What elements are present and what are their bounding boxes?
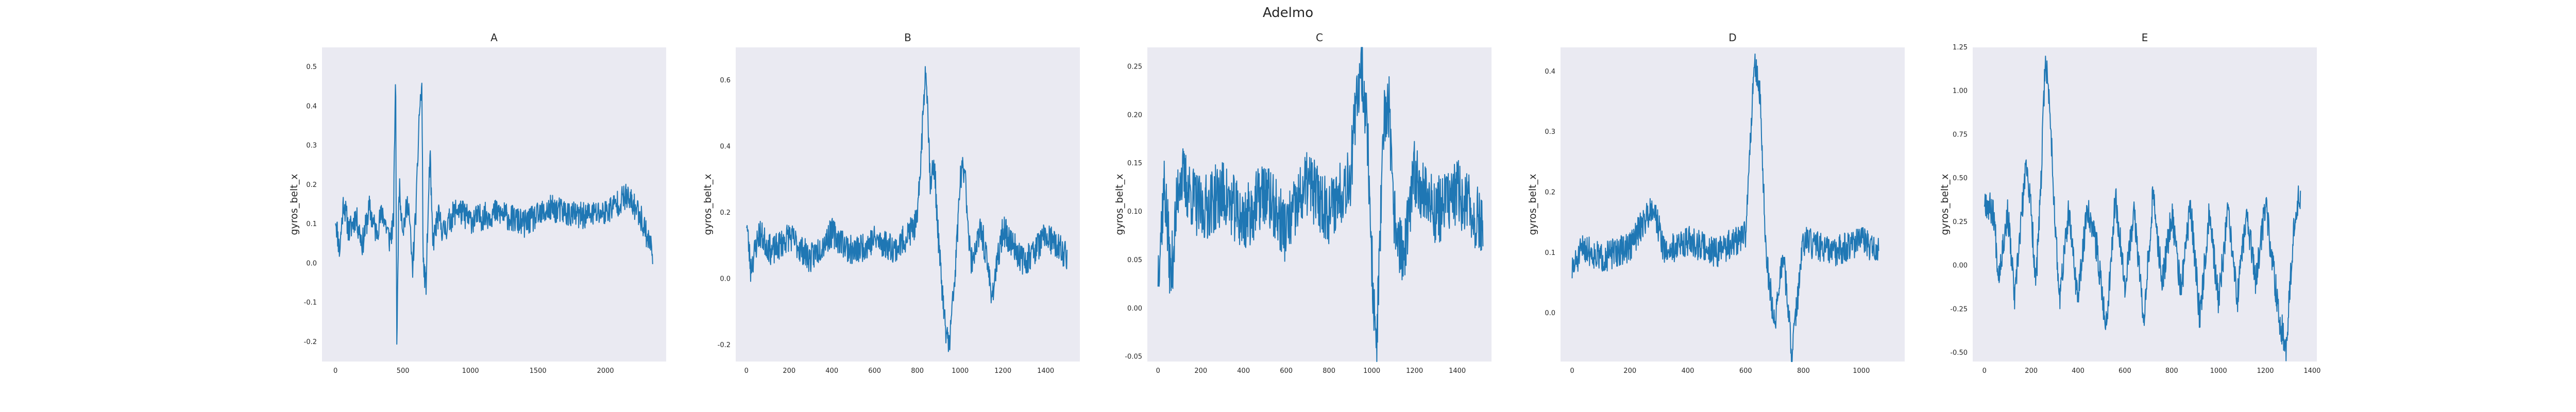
x-tick-label: 2000 — [597, 367, 614, 375]
y-tick-label: 0.20 — [1127, 111, 1142, 119]
y-tick-label: 0.3 — [306, 142, 317, 150]
x-tick-label: 600 — [1280, 367, 1293, 375]
y-tick-label: 0.05 — [1127, 256, 1142, 264]
y-tick-label: 0.4 — [720, 143, 731, 151]
series-line — [335, 82, 653, 345]
y-tick-label: 0.15 — [1127, 160, 1142, 167]
y-axis-label: gyros_belt_x — [1114, 174, 1125, 235]
y-tick-label: 0.75 — [1953, 131, 1968, 139]
y-axis-label: gyros_belt_x — [289, 174, 300, 235]
x-tick-label: 500 — [397, 367, 410, 375]
x-tick-label: 600 — [2119, 367, 2131, 375]
x-tick-label: 200 — [783, 367, 795, 375]
x-tick-label: 1400 — [2303, 367, 2320, 375]
y-tick-label: 0.1 — [1545, 249, 1555, 257]
y-tick-label: 0.00 — [1127, 305, 1142, 313]
y-tick-label: 0.00 — [1953, 262, 1968, 270]
plot-area — [736, 47, 1080, 362]
panel-title: A — [490, 31, 498, 44]
y-tick-label: 0.2 — [720, 209, 731, 217]
x-tick-label: 1000 — [462, 367, 479, 375]
x-tick-label: 0 — [1570, 367, 1574, 375]
series-line — [1984, 56, 2301, 362]
x-tick-label: 600 — [1739, 367, 1752, 375]
y-tick-label: 0.6 — [720, 77, 731, 84]
y-tick-label: 0.1 — [306, 220, 317, 228]
y-tick-label: -0.25 — [1950, 305, 1968, 313]
x-tick-label: 400 — [1682, 367, 1694, 375]
y-tick-label: -0.05 — [1125, 353, 1142, 361]
y-tick-label: -0.1 — [304, 299, 317, 307]
x-tick-label: 0 — [1982, 367, 1987, 375]
x-tick-label: 0 — [333, 367, 337, 375]
y-axis-label: gyros_belt_x — [702, 174, 714, 235]
x-tick-label: 1200 — [2257, 367, 2274, 375]
x-tick-label: 1500 — [530, 367, 547, 375]
y-tick-label: 0.0 — [720, 275, 731, 283]
x-tick-label: 400 — [825, 367, 838, 375]
x-tick-label: 1400 — [1037, 367, 1054, 375]
x-tick-label: 400 — [1237, 367, 1250, 375]
y-axis-label: gyros_belt_x — [1527, 174, 1538, 235]
x-tick-label: 800 — [2165, 367, 2178, 375]
y-tick-label: 0.0 — [306, 260, 317, 267]
y-tick-label: -0.2 — [304, 338, 317, 346]
x-tick-label: 0 — [744, 367, 749, 375]
x-tick-label: 200 — [2025, 367, 2038, 375]
x-tick-label: 1200 — [1406, 367, 1423, 375]
series-line — [745, 66, 1068, 352]
y-tick-label: 1.25 — [1953, 44, 1968, 52]
y-tick-label: 0.4 — [1545, 68, 1555, 76]
y-tick-label: 0.10 — [1127, 208, 1142, 216]
x-tick-label: 1000 — [1363, 367, 1380, 375]
plot-area — [1561, 47, 1905, 362]
x-tick-label: 800 — [1797, 367, 1810, 375]
x-tick-label: 200 — [1194, 367, 1207, 375]
panel-title: D — [1728, 31, 1736, 44]
y-tick-label: 0.2 — [1545, 189, 1555, 197]
series-line — [1157, 47, 1484, 362]
x-tick-label: 800 — [1323, 367, 1335, 375]
x-tick-label: 0 — [1156, 367, 1160, 375]
panel-title: B — [904, 31, 911, 44]
y-tick-label: 0.0 — [1545, 310, 1555, 317]
series-line — [1571, 53, 1879, 362]
y-tick-label: 1.00 — [1953, 88, 1968, 95]
panel-title: E — [2142, 31, 2148, 44]
y-tick-label: 0.25 — [1953, 218, 1968, 226]
x-tick-label: 1000 — [952, 367, 969, 375]
y-tick-label: -0.50 — [1950, 349, 1968, 357]
y-tick-label: 0.3 — [1545, 128, 1555, 136]
x-tick-label: 1400 — [1449, 367, 1466, 375]
x-tick-label: 1000 — [2210, 367, 2227, 375]
x-tick-label: 1000 — [1853, 367, 1870, 375]
x-tick-label: 200 — [1623, 367, 1636, 375]
x-tick-label: 800 — [911, 367, 924, 375]
y-tick-label: 0.2 — [306, 181, 317, 189]
y-tick-label: 0.50 — [1953, 175, 1968, 182]
x-tick-label: 1200 — [994, 367, 1011, 375]
y-tick-label: -0.2 — [718, 341, 731, 349]
y-axis-label: gyros_belt_x — [1939, 174, 1951, 235]
panel-title: C — [1316, 31, 1323, 44]
y-tick-label: 0.4 — [306, 102, 317, 110]
x-tick-label: 400 — [2072, 367, 2084, 375]
x-tick-label: 600 — [868, 367, 881, 375]
y-tick-label: 0.5 — [306, 63, 317, 71]
figure-title: Adelmo — [1262, 5, 1314, 21]
y-tick-label: 0.25 — [1127, 63, 1142, 71]
